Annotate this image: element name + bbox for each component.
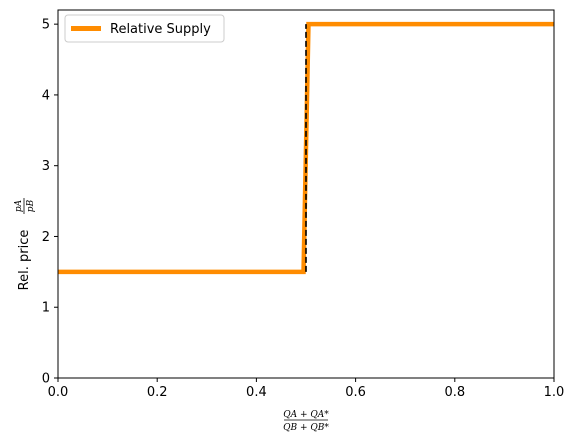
x-axis-label-denominator: QB + QB* bbox=[283, 423, 329, 433]
y-tick-label: 4 bbox=[42, 88, 50, 103]
y-tick-label: 3 bbox=[42, 159, 50, 174]
y-axis-label-fraction: pA pB bbox=[14, 198, 36, 214]
x-tick-label: 0.4 bbox=[246, 385, 267, 400]
x-tick-label: 0.8 bbox=[444, 385, 465, 400]
x-tick-label: 0.6 bbox=[345, 385, 366, 400]
x-axis-label: QA + QA* QB + QB* bbox=[283, 410, 329, 433]
y-axis-label-denominator: pB bbox=[26, 199, 36, 212]
plot-area bbox=[58, 21, 554, 275]
y-tick-label: 2 bbox=[42, 230, 50, 245]
x-tick-label: 0.2 bbox=[147, 385, 168, 400]
y-axis-label-numerator: pA bbox=[14, 199, 24, 212]
legend-box bbox=[64, 14, 225, 43]
y-tick-label: 5 bbox=[42, 18, 50, 33]
y-tick-label: 1 bbox=[42, 301, 50, 316]
y-axis-label-prefix: Rel. price bbox=[17, 230, 32, 291]
x-tick-label: 1.0 bbox=[544, 385, 565, 400]
ticks-layer: 0.0 0.2 0.4 0.6 0.8 1.0 0 1 2 3 4 5 bbox=[42, 18, 565, 400]
y-tick-label: 0 bbox=[42, 372, 50, 387]
x-tick-label: 0.0 bbox=[48, 385, 69, 400]
legend: Relative Supply bbox=[64, 14, 225, 43]
series-line-relative-supply bbox=[58, 21, 554, 275]
x-axis-label-numerator: QA + QA* bbox=[283, 410, 329, 420]
legend-label-relative-supply: Relative Supply bbox=[110, 22, 211, 37]
y-axis-label: Rel. price pA pB bbox=[14, 198, 36, 290]
axes-frame bbox=[57, 9, 555, 379]
